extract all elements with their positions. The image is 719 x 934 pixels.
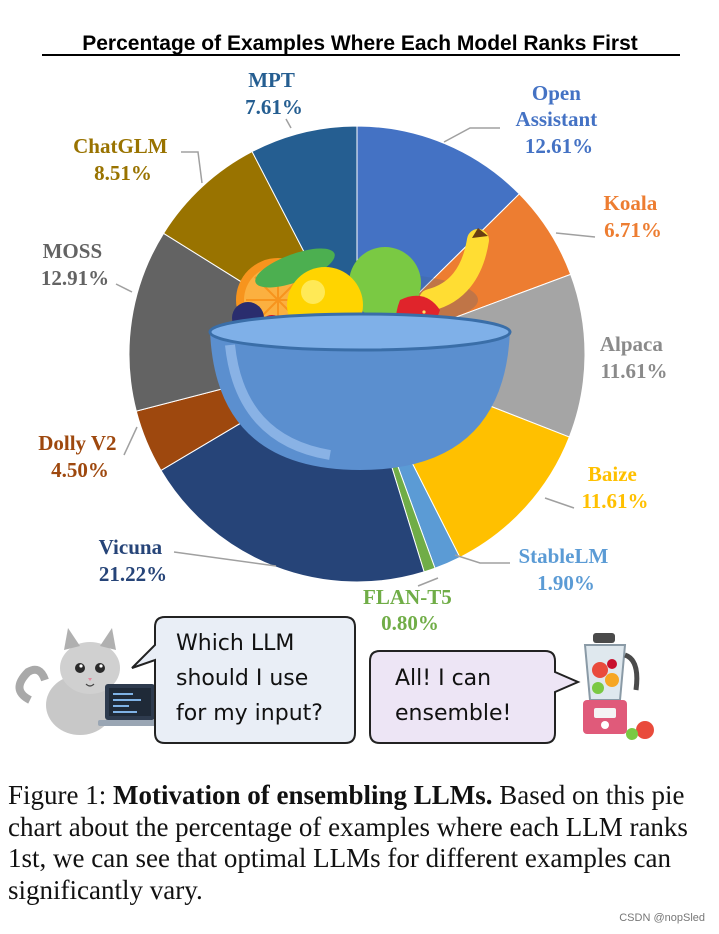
chart-title: Percentage of Examples Where Each Model … <box>82 32 638 55</box>
label-value: 11.61% <box>581 489 648 513</box>
label-name: Alpaca <box>600 332 664 356</box>
blender-bubble-text: All! I can ensemble! <box>395 666 511 726</box>
label-flan-t5: FLAN-T5 0.80% <box>363 585 457 635</box>
label-open-assistant: Open Assistant 12.61% <box>516 81 603 158</box>
fruit-bowl-illustration <box>208 228 512 470</box>
label-name: Dolly V2 <box>38 431 116 455</box>
fruit-icon <box>636 721 654 739</box>
label-alpaca: Alpaca 11.61% <box>600 332 668 383</box>
label-value: 1.90% <box>537 571 595 595</box>
label-value: 4.50% <box>51 458 109 482</box>
label-value: 11.61% <box>600 359 667 383</box>
banana-icon <box>419 229 489 311</box>
label-dolly-v2: Dolly V2 4.50% <box>38 431 122 482</box>
label-value: 7.61% <box>245 95 303 119</box>
caption-body-text: Based on this pie chart about the percen… <box>8 780 688 905</box>
cat-bubble-text: Which LLM should I use for my input? <box>176 631 323 726</box>
figure-canvas: Percentage of Examples Where Each Model … <box>15 32 680 744</box>
bubble-line: should I use <box>176 666 308 691</box>
label-name: ChatGLM <box>73 134 168 158</box>
label-moss: MOSS 12.91% <box>41 239 109 290</box>
label-name: StableLM <box>518 544 608 568</box>
cat-illustration <box>15 628 162 735</box>
label-value: 0.80% <box>381 611 439 635</box>
caption-bold-text: Motivation of ensembling LLMs. <box>113 780 493 810</box>
label-koala: Koala 6.71% <box>604 191 663 242</box>
bubble-line: Which LLM <box>176 631 294 656</box>
label-name: Koala <box>604 191 658 215</box>
label-chatglm: ChatGLM 8.51% <box>73 134 173 185</box>
label-value: 12.91% <box>41 266 109 290</box>
label-name: Assistant <box>516 107 598 131</box>
cat-head-icon <box>60 642 120 694</box>
blender-illustration <box>583 633 654 740</box>
label-baize: Baize 11.61% <box>581 462 648 513</box>
watermark: CSDN @nopSled <box>619 912 705 924</box>
label-name: Baize <box>588 462 637 486</box>
bubble-line: All! I can <box>395 666 491 691</box>
label-vicuna: Vicuna 21.22% <box>99 535 168 586</box>
bubble-line: for my input? <box>176 701 323 726</box>
figure-caption: Figure 1: Motivation of ensembling LLMs.… <box>8 780 708 906</box>
label-value: 8.51% <box>94 161 152 185</box>
caption-figure-label: Figure 1: <box>8 780 107 810</box>
label-name: MPT <box>248 68 295 92</box>
label-name: Open <box>532 81 581 105</box>
label-value: 6.71% <box>604 218 662 242</box>
label-stablelm: StableLM 1.90% <box>518 544 613 595</box>
bubble-line: ensemble! <box>395 701 511 726</box>
label-value: 21.22% <box>99 562 167 586</box>
leaf-icon <box>255 248 335 288</box>
cat-tail-icon <box>15 665 49 704</box>
cat-speech-bubble: Which LLM should I use for my input? <box>131 616 356 744</box>
label-value: 12.61% <box>525 134 593 158</box>
blender-speech-bubble: All! I can ensemble! <box>369 650 581 744</box>
slice-labels: Open Assistant 12.61% Koala 6.71% Alpaca… <box>38 68 668 635</box>
label-name: Vicuna <box>99 535 163 559</box>
label-name: MOSS <box>43 239 103 263</box>
label-mpt: MPT 7.61% <box>245 68 303 119</box>
label-name: FLAN-T5 <box>363 585 452 609</box>
